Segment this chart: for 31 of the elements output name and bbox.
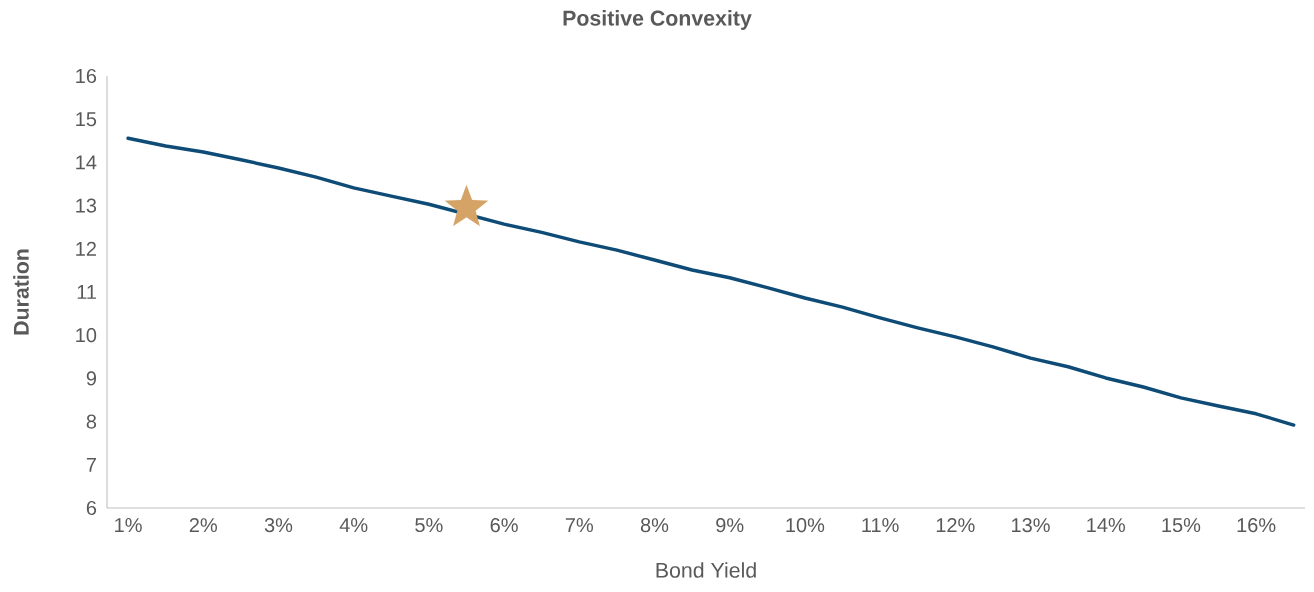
x-tick-label: 11% bbox=[862, 518, 899, 533]
x-tick-label: 2% bbox=[189, 518, 217, 533]
x-tick-label: 16% bbox=[1237, 518, 1276, 533]
y-tick-label: 9 bbox=[86, 371, 97, 386]
x-tick-label: 13% bbox=[1012, 518, 1050, 533]
x-tick-label: 8% bbox=[640, 518, 669, 533]
x-tick-label: 3% bbox=[264, 518, 293, 533]
x-tick-label: 15% bbox=[1162, 518, 1201, 533]
x-tick-label: 9% bbox=[716, 518, 744, 533]
y-tick-label: 15 bbox=[76, 112, 97, 127]
line-series bbox=[126, 136, 1296, 427]
x-tick-label: 14% bbox=[1087, 518, 1125, 533]
y-tick-label: 14 bbox=[76, 155, 97, 170]
x-tick-label: 12% bbox=[936, 518, 975, 533]
y-tick-label: 10 bbox=[76, 328, 97, 343]
y-tick-label: 8 bbox=[86, 414, 97, 429]
x-tick-label: 4% bbox=[339, 518, 368, 533]
x-tick-label: 5% bbox=[415, 518, 443, 533]
x-tick-label: 6% bbox=[490, 518, 518, 533]
y-tick-label: 13 bbox=[76, 198, 97, 213]
chart-title: Positive Convexity bbox=[563, 10, 752, 30]
y-tick-label: 7 bbox=[86, 457, 96, 472]
y-tick-label: 16 bbox=[76, 68, 97, 84]
x-tick-label: 1% bbox=[115, 518, 142, 533]
y-axis-title: Duration bbox=[13, 249, 29, 335]
x-axis-title: Bond Yield bbox=[656, 562, 756, 578]
x-tick-label: 10% bbox=[786, 518, 825, 533]
y-tick-label: 11 bbox=[77, 285, 96, 299]
x-tick-label: 7% bbox=[565, 518, 594, 533]
y-tick-label: 12 bbox=[76, 241, 96, 256]
y-tick-label: 6 bbox=[86, 500, 97, 516]
